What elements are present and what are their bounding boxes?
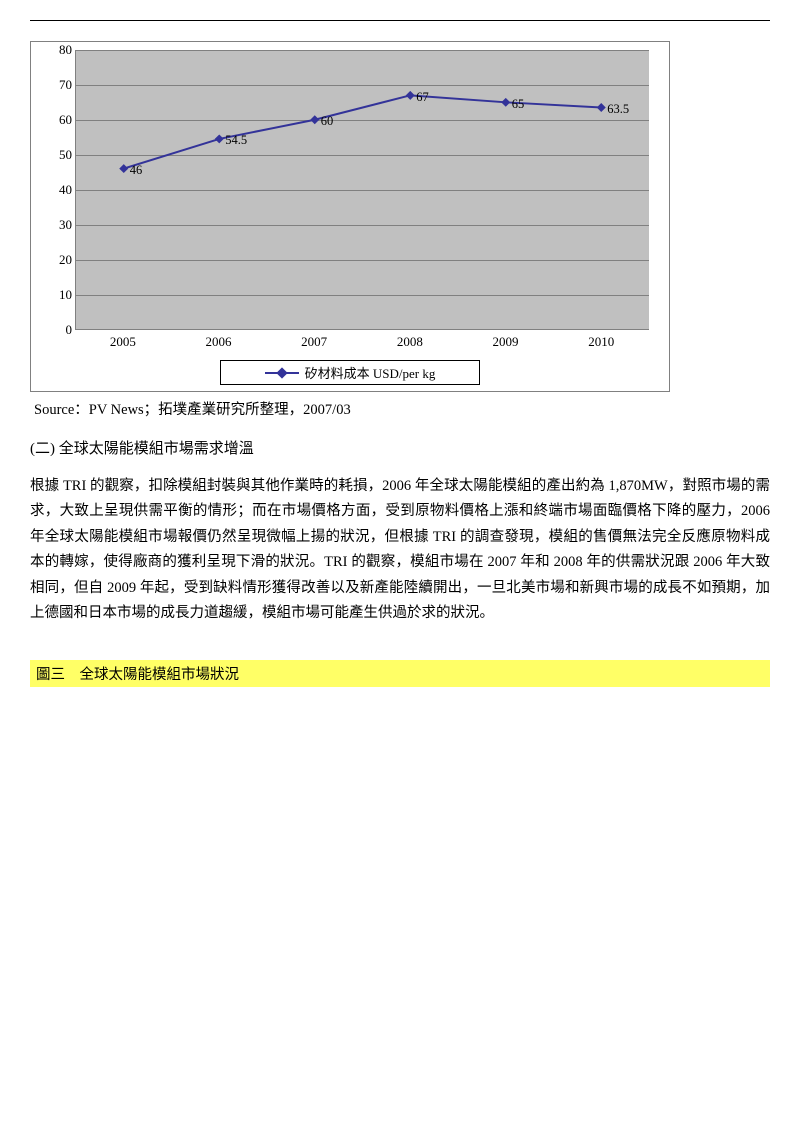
horizontal-rule <box>30 20 770 21</box>
data-point-marker <box>215 134 224 143</box>
data-point-label: 46 <box>130 163 143 178</box>
body-paragraph: 根據 TRI 的觀察，扣除模組封裝與其他作業時的耗損，2006 年全球太陽能模組… <box>30 474 770 626</box>
y-tick-label: 30 <box>42 217 72 233</box>
data-point-marker <box>406 91 415 100</box>
x-axis-labels: 200520062007200820092010 <box>75 334 649 350</box>
data-point-label: 67 <box>416 90 429 105</box>
x-tick-label: 2006 <box>171 334 267 350</box>
data-point-marker <box>597 103 606 112</box>
x-tick-label: 2007 <box>266 334 362 350</box>
plot-area: 010203040506070804654.560676563.5 <box>75 50 649 330</box>
source-citation: Source：PV News；拓墣產業研究所整理，2007/03 <box>34 398 770 419</box>
y-tick-label: 40 <box>42 182 72 198</box>
x-tick-label: 2010 <box>553 334 649 350</box>
x-tick-label: 2005 <box>75 334 171 350</box>
chart-legend: 矽材料成本 USD/per kg <box>220 360 480 385</box>
data-point-label: 63.5 <box>607 102 629 117</box>
y-tick-label: 50 <box>42 147 72 163</box>
y-tick-label: 0 <box>42 322 72 338</box>
data-point-label: 65 <box>512 97 525 112</box>
chart-svg <box>76 50 649 329</box>
y-tick-label: 60 <box>42 112 72 128</box>
data-point-label: 54.5 <box>225 133 247 148</box>
data-point-label: 60 <box>321 114 334 129</box>
y-tick-label: 70 <box>42 77 72 93</box>
line-chart-container: 010203040506070804654.560676563.5 200520… <box>30 41 670 392</box>
data-point-marker <box>310 115 319 124</box>
legend-marker <box>265 369 299 377</box>
data-point-marker <box>501 98 510 107</box>
y-tick-label: 20 <box>42 252 72 268</box>
x-tick-label: 2008 <box>362 334 458 350</box>
y-tick-label: 10 <box>42 287 72 303</box>
y-tick-label: 80 <box>42 42 72 58</box>
data-line <box>124 95 602 168</box>
section-heading: (二) 全球太陽能模組市場需求增溫 <box>30 437 770 458</box>
x-tick-label: 2009 <box>458 334 554 350</box>
data-point-marker <box>119 164 128 173</box>
figure-caption-highlight: 圖三 全球太陽能模組市場狀況 <box>30 660 770 687</box>
legend-text: 矽材料成本 USD/per kg <box>305 363 436 382</box>
